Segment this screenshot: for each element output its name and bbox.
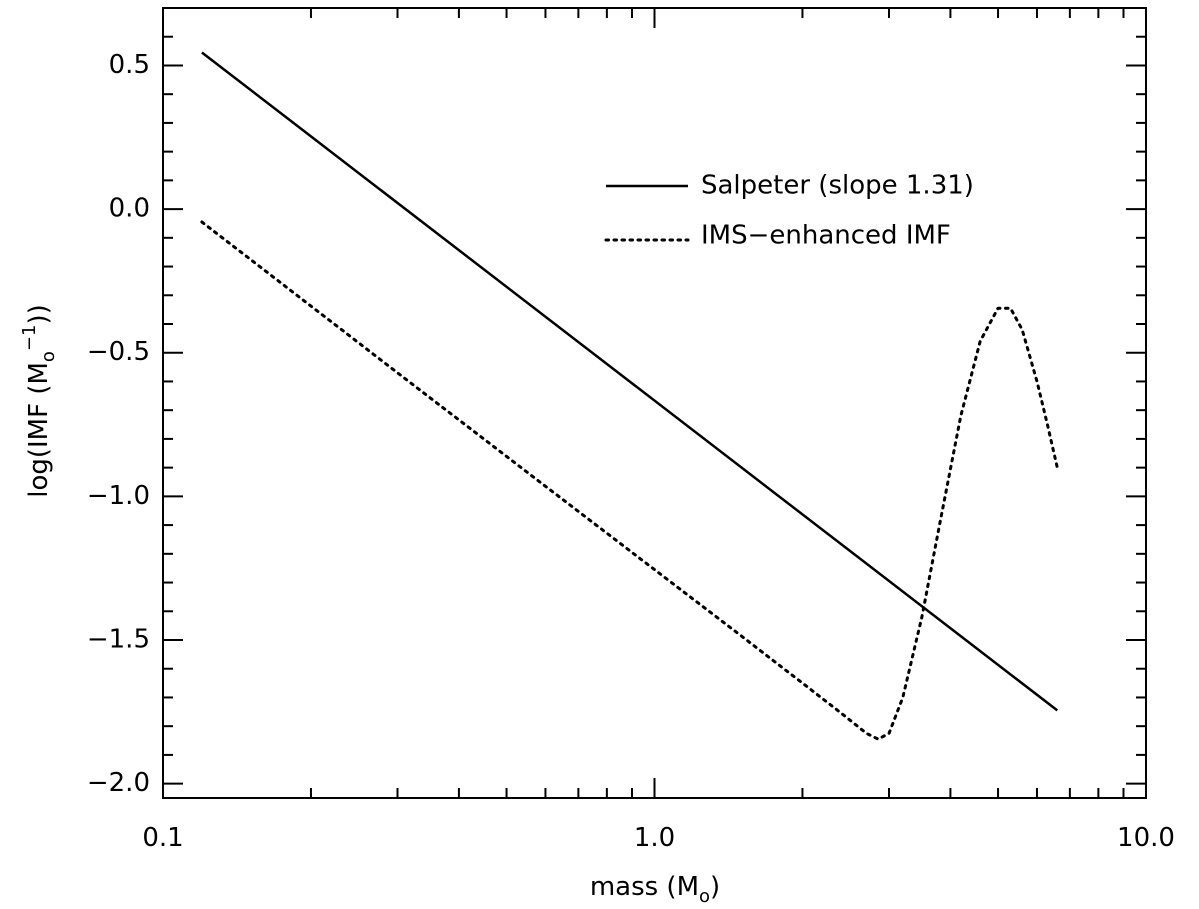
legend: Salpeter (slope 1.31) IMS−enhanced IMF [604, 171, 974, 251]
x-tick-labels: 0.1 1.0 10.0 [142, 823, 1175, 853]
y-axis-title-sub: o [38, 351, 59, 362]
major-ticks [162, 8, 1147, 798]
y-axis-title-close: )) [24, 304, 54, 324]
y-tick-label: 0.0 [109, 194, 150, 224]
x-axis-title-main: mass (M [590, 872, 699, 902]
series-line-ims-enhanced [200, 220, 1059, 741]
legend-label-ims: IMS−enhanced IMF [701, 221, 951, 251]
y-axis-title: log(IMF (Mo−1)) [19, 304, 59, 498]
y-tick-label: −0.5 [87, 337, 150, 367]
series-line-salpeter [201, 51, 1059, 712]
plot-frame [162, 7, 1147, 799]
y-tick-label: 0.5 [109, 50, 150, 80]
y-tick-label: −2.0 [87, 768, 150, 798]
y-tick-label: −1.0 [87, 481, 150, 511]
legend-label-salpeter: Salpeter (slope 1.31) [701, 171, 974, 201]
y-tick-labels: 0.5 0.0 −0.5 −1.0 −1.5 −2.0 [87, 50, 150, 798]
y-tick-label: −1.5 [87, 625, 150, 655]
x-tick-label: 0.1 [142, 823, 183, 853]
series-layer [200, 51, 1059, 741]
minor-ticks [163, 7, 1146, 798]
x-tick-label: 10.0 [1117, 823, 1175, 853]
x-tick-label: 1.0 [634, 823, 675, 853]
x-axis-title: mass (Mo) [590, 872, 720, 907]
y-axis-title-sup: −1 [19, 325, 40, 352]
y-axis-title-main: log(IMF (M [24, 362, 54, 498]
x-axis-title-close: ) [710, 872, 720, 902]
x-axis-title-sub: o [699, 886, 710, 907]
